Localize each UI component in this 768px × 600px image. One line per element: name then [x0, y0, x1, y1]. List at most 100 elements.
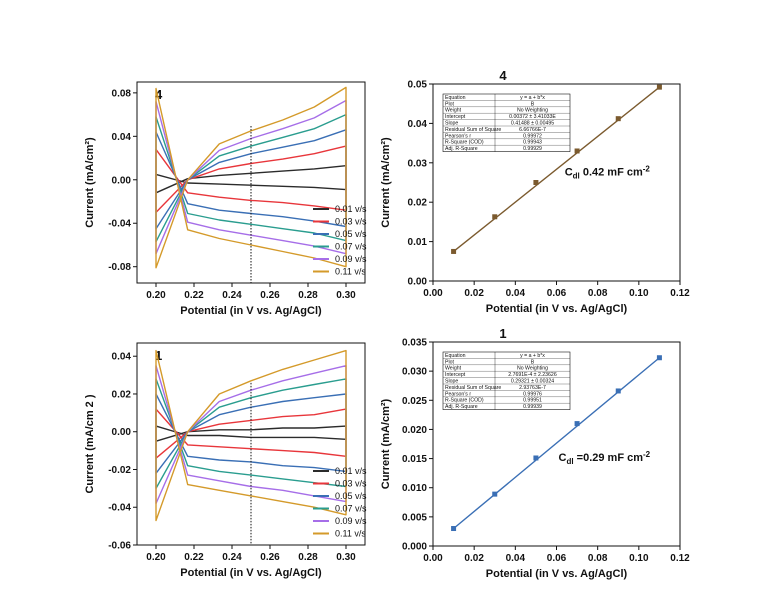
x-tick-label: 0.04 — [506, 288, 526, 299]
legend-label: 0.07 v/s — [335, 242, 367, 252]
legend-label: 0.07 v/s — [335, 504, 367, 514]
data-point — [656, 84, 662, 90]
fit-table-value: No Weighting — [517, 366, 548, 372]
fit-table-value: 0.29321 ± 0.00324 — [511, 379, 554, 385]
x-tick-label: 0.10 — [629, 288, 649, 299]
cdl-annotation: Cdl 0.42 mF cm-2 — [565, 164, 651, 180]
fit-table: Equation y = a + b*x Plot B Weight No Weighti… — [442, 351, 571, 410]
data-point — [451, 526, 457, 532]
fit-table-value: 0.99951 — [523, 398, 542, 404]
y-tick-label: 0.015 — [402, 454, 427, 465]
fit-table-value: 2.7691E-4 ± 2.23626 — [508, 372, 557, 378]
y-tick-label: -0.08 — [108, 262, 131, 273]
fit-table-key: Intercept — [445, 114, 466, 120]
data-point — [615, 388, 621, 394]
fit-table-value: 0.99976 — [523, 391, 542, 397]
y-tick-label: 0.00 — [408, 277, 428, 288]
legend-label: 0.05 v/s — [335, 491, 367, 501]
fit-table: Equation y = a + b*x Plot B Weight No Weighti… — [442, 93, 571, 152]
x-tick-label: 0.24 — [222, 290, 242, 301]
x-tick-label: 0.20 — [146, 552, 166, 563]
fit-table-value: 0.99943 — [523, 140, 542, 146]
fit-table-key: Equation — [445, 95, 466, 101]
legend-label: 0.09 v/s — [335, 516, 367, 526]
x-tick-label: 0.30 — [336, 552, 356, 563]
fit-table-key: Adj. R-Square — [445, 146, 478, 152]
y-tick-label: 0.020 — [402, 425, 427, 436]
fit-table-key: Pearson's r — [445, 391, 471, 397]
y-axis-label: Current (mA/cm²) — [380, 398, 392, 489]
fit-table-key: Pearson's r — [445, 133, 471, 139]
x-tick-label: 0.06 — [547, 288, 567, 299]
fit-table-key: Slope — [445, 379, 458, 385]
panel-label: 1 — [155, 348, 162, 363]
x-tick-label: 0.00 — [423, 553, 443, 564]
data-point — [656, 355, 662, 361]
legend-label: 0.05 v/s — [335, 229, 367, 239]
x-tick-label: 0.00 — [423, 288, 443, 299]
fit-table-key: Plot — [445, 101, 454, 107]
data-point — [533, 455, 539, 461]
panel-4: 0.00 0.02 0.04 0.06 0.08 0.10 0.12 0.000 0.005 0.… — [380, 326, 690, 580]
legend-label: 0.03 v/s — [335, 479, 367, 489]
data-point — [451, 248, 457, 254]
fit-table-key: Intercept — [445, 372, 466, 378]
fit-table-value: 6.66766E-7 — [519, 127, 546, 133]
fit-table-value: y = a + b*x — [520, 353, 545, 359]
x-tick-label: 0.06 — [547, 553, 567, 564]
legend-label: 0.09 v/s — [335, 254, 367, 264]
y-tick-label: 0.00 — [112, 175, 132, 186]
panel-label: 1 — [499, 326, 506, 341]
x-tick-label: 0.10 — [629, 553, 649, 564]
fit-table-key: R-Square (COD) — [445, 398, 484, 404]
panel-3: 0.20 0.22 0.24 0.26 0.28 0.30 -0.06 -0.04 -0.02 0… — [84, 342, 367, 579]
data-point — [615, 116, 621, 122]
data-point — [574, 421, 580, 427]
cv-loop-011 — [155, 349, 347, 522]
fit-table-key: Weight — [445, 108, 462, 114]
data-point — [574, 148, 580, 154]
x-tick-label: 0.12 — [670, 553, 690, 564]
y-tick-label: 0.03 — [408, 158, 428, 169]
x-tick-label: 0.02 — [464, 553, 484, 564]
fit-table-value: 0.99972 — [523, 133, 542, 139]
x-axis-label: Potential (in V vs. Ag/AgCl) — [486, 568, 628, 580]
fit-table-value: 2.93763E-7 — [519, 385, 546, 391]
fit-line — [453, 86, 660, 252]
panel-1: 0.20 0.22 0.24 0.26 0.28 0.30 -0.08 -0.04 0.00 0.… — [84, 81, 367, 317]
cdl-annotation: Cdl =0.29 mF cm-2 — [559, 450, 651, 466]
panel-label: 4 — [499, 68, 507, 83]
y-axis-label: Current (mA/cm 2 ) — [84, 394, 96, 493]
y-tick-label: 0.000 — [402, 542, 427, 553]
x-tick-label: 0.04 — [506, 553, 526, 564]
y-tick-label: 0.02 — [112, 389, 132, 400]
y-tick-label: -0.06 — [108, 541, 131, 552]
fit-table-key: Equation — [445, 353, 466, 359]
legend-label: 0.11 v/s — [335, 267, 366, 277]
y-tick-label: 0.010 — [402, 483, 427, 494]
y-tick-label: 0.04 — [112, 352, 132, 363]
fit-table-value: B — [531, 101, 535, 107]
legend-label: 0.11 v/s — [335, 529, 366, 539]
y-axis-label: Current (mA/cm²) — [380, 137, 392, 228]
y-tick-label: 0.00 — [112, 427, 132, 438]
fit-table-key: Weight — [445, 366, 462, 372]
fit-table-value: 0.41488 ± 0.00495 — [511, 121, 554, 127]
panel-label: 4 — [155, 87, 163, 102]
fit-table-value: B — [531, 359, 535, 365]
y-tick-label: 0.01 — [408, 237, 428, 248]
y-tick-label: 0.04 — [112, 132, 132, 143]
data-point — [492, 214, 498, 220]
y-tick-label: 0.005 — [402, 512, 427, 523]
y-tick-label: 0.04 — [408, 119, 428, 130]
x-tick-label: 0.24 — [222, 552, 242, 563]
x-tick-label: 0.22 — [184, 552, 204, 563]
fit-table-value: y = a + b*x — [520, 95, 545, 101]
fit-table-value: No Weighting — [517, 108, 548, 114]
x-tick-label: 0.26 — [260, 552, 280, 563]
x-tick-label: 0.20 — [146, 290, 166, 301]
x-tick-label: 0.08 — [588, 553, 608, 564]
x-tick-label: 0.12 — [670, 288, 690, 299]
x-axis-label: Potential (in V vs. Ag/AgCl) — [180, 567, 322, 579]
